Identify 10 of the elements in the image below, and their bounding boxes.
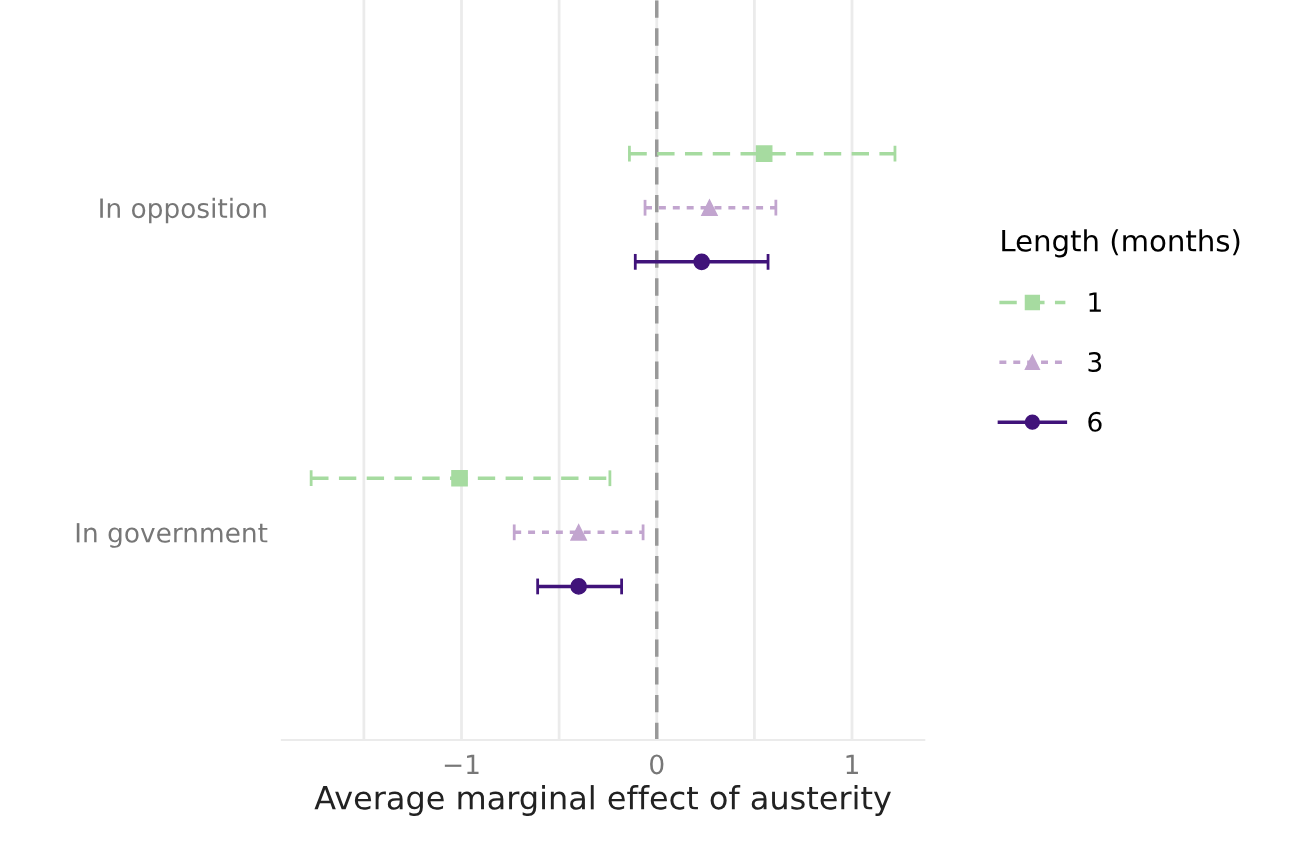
legend-label: 3 bbox=[1088, 352, 1102, 372]
y-tick-label: In government bbox=[76, 523, 268, 548]
y-tick-label: In opposition bbox=[100, 197, 266, 224]
legend-title: Length (months) bbox=[1002, 229, 1240, 258]
x-tick-label: 1 bbox=[846, 754, 858, 775]
legend-label: 1 bbox=[1089, 292, 1101, 312]
x-axis-title: Average marginal effect of austerity bbox=[314, 785, 891, 816]
legend-label: 6 bbox=[1088, 411, 1102, 432]
x-tick-label: −1 bbox=[444, 754, 479, 775]
x-tick-label: 0 bbox=[650, 754, 664, 775]
